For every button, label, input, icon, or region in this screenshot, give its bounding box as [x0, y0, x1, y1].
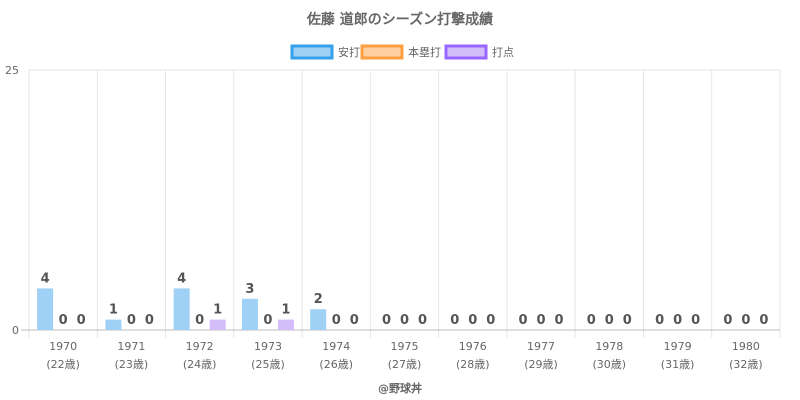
x-tick-label: 1972 — [186, 340, 214, 353]
bar[interactable] — [277, 319, 294, 330]
bars — [37, 288, 327, 330]
bar[interactable] — [105, 319, 122, 330]
legend-item-2[interactable]: 打点 — [444, 44, 514, 60]
data-label: 0 — [127, 313, 136, 328]
legend: 安打 本塁打 打点 — [290, 44, 514, 60]
x-tick-label: 1975 — [391, 340, 419, 353]
data-label: 4 — [177, 271, 186, 286]
data-label: 0 — [468, 313, 477, 328]
data-label: 3 — [245, 282, 254, 297]
data-label: 0 — [59, 313, 68, 328]
x-tick-age-label: (23歳) — [115, 358, 149, 371]
bar[interactable] — [173, 288, 190, 330]
x-tick-label: 1973 — [254, 340, 282, 353]
bar[interactable] — [310, 309, 327, 330]
data-label: 0 — [605, 313, 614, 328]
x-tick-age-label: (26歳) — [319, 358, 353, 371]
data-label: 0 — [400, 313, 409, 328]
legend-label: 打点 — [492, 45, 514, 59]
x-tick-label: 1974 — [322, 340, 350, 353]
legend-swatch — [360, 44, 404, 60]
footer-credit: @野球丼 — [378, 381, 422, 395]
data-label: 0 — [537, 313, 546, 328]
data-label: 0 — [382, 313, 391, 328]
x-tick-age-label: (30歳) — [593, 358, 627, 371]
x-tick-label: 1980 — [732, 340, 760, 353]
x-tick-age-label: (28歳) — [456, 358, 490, 371]
legend-swatch — [444, 44, 488, 60]
data-label: 0 — [350, 313, 359, 328]
bar[interactable] — [241, 298, 258, 330]
data-label: 2 — [314, 292, 323, 307]
data-label: 0 — [555, 313, 564, 328]
data-label: 0 — [741, 313, 750, 328]
x-tick-label: 1976 — [459, 340, 487, 353]
x-tick-age-label: (22歳) — [46, 358, 80, 371]
bar[interactable] — [209, 319, 226, 330]
x-tick-age-label: (32歳) — [729, 358, 763, 371]
x-tick-label: 1977 — [527, 340, 555, 353]
x-tick-label: 1978 — [595, 340, 623, 353]
data-label: 0 — [195, 313, 204, 328]
data-label: 0 — [759, 313, 768, 328]
data-label: 0 — [691, 313, 700, 328]
grid — [21, 69, 781, 338]
data-label: 0 — [587, 313, 596, 328]
data-label: 0 — [655, 313, 664, 328]
data-label: 0 — [486, 313, 495, 328]
x-tick-age-label: (27歳) — [388, 358, 422, 371]
legend-item-0[interactable]: 安打 — [290, 44, 360, 60]
data-label: 0 — [723, 313, 732, 328]
legend-swatch — [290, 44, 334, 60]
data-label: 0 — [77, 313, 86, 328]
data-label: 0 — [673, 313, 682, 328]
x-tick-age-label: (24歳) — [183, 358, 217, 371]
x-axis: 1970 (22歳) 1971 (23歳) 1972 (24歳) 1973 (25歳) 1974… — [46, 340, 762, 371]
data-label: 4 — [41, 271, 50, 286]
x-tick-age-label: (25歳) — [251, 358, 285, 371]
y-tick-label: 25 — [5, 64, 19, 77]
data-label: 1 — [109, 303, 118, 318]
data-label: 0 — [450, 313, 459, 328]
x-tick-age-label: (31歳) — [661, 358, 695, 371]
chart-title: 佐藤 道郎のシーズン打撃成績 — [306, 11, 493, 28]
x-tick-age-label: (29歳) — [524, 358, 558, 371]
x-tick-label: 1979 — [664, 340, 692, 353]
data-label: 1 — [213, 303, 222, 318]
x-tick-label: 1971 — [117, 340, 145, 353]
data-label: 0 — [145, 313, 154, 328]
data-label: 0 — [332, 313, 341, 328]
data-label: 0 — [263, 313, 272, 328]
data-label: 0 — [418, 313, 427, 328]
data-label: 1 — [281, 303, 290, 318]
bar[interactable] — [37, 288, 54, 330]
x-tick-label: 1970 — [49, 340, 77, 353]
y-axis: 0 25 — [5, 64, 19, 337]
legend-item-1[interactable]: 本塁打 — [360, 44, 441, 60]
legend-label: 安打 — [338, 45, 360, 59]
data-label: 0 — [519, 313, 528, 328]
legend-label: 本塁打 — [408, 45, 441, 59]
y-tick-label: 0 — [12, 324, 19, 337]
data-label: 0 — [623, 313, 632, 328]
